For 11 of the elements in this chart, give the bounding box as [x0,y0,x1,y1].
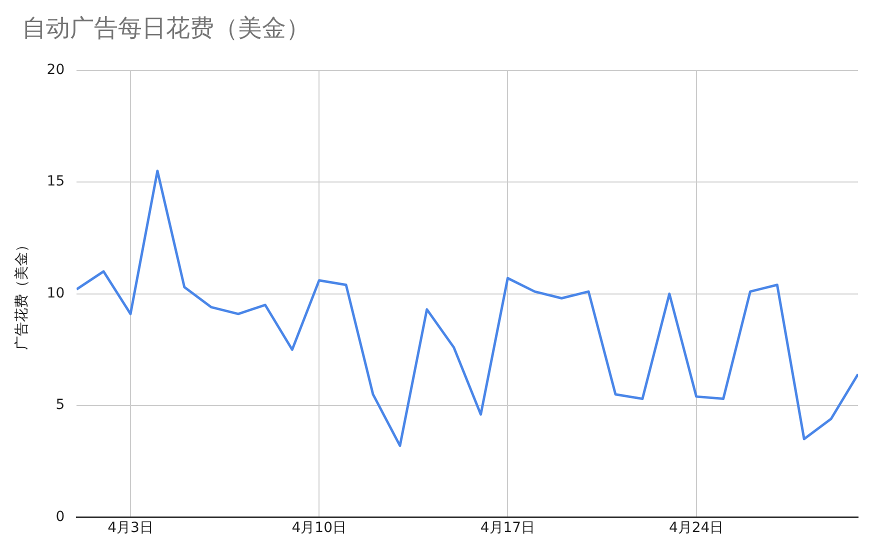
x-tick-label: 4月17日 [480,520,536,536]
y-tick-label: 10 [46,285,65,302]
y-axis-title: 广告花费（美金） [14,238,30,350]
x-tick-label: 4月3日 [108,520,154,536]
y-tick-label: 15 [46,174,65,190]
x-tick-label: 4月10日 [292,520,346,536]
x-tick-label: 4月24日 [668,520,724,536]
chart-title: 自动广告每日花费（美金） [22,13,310,44]
y-tick-label: 5 [56,397,65,414]
y-tick-label: 0 [56,508,65,525]
y-tick-label: 20 [46,62,65,78]
